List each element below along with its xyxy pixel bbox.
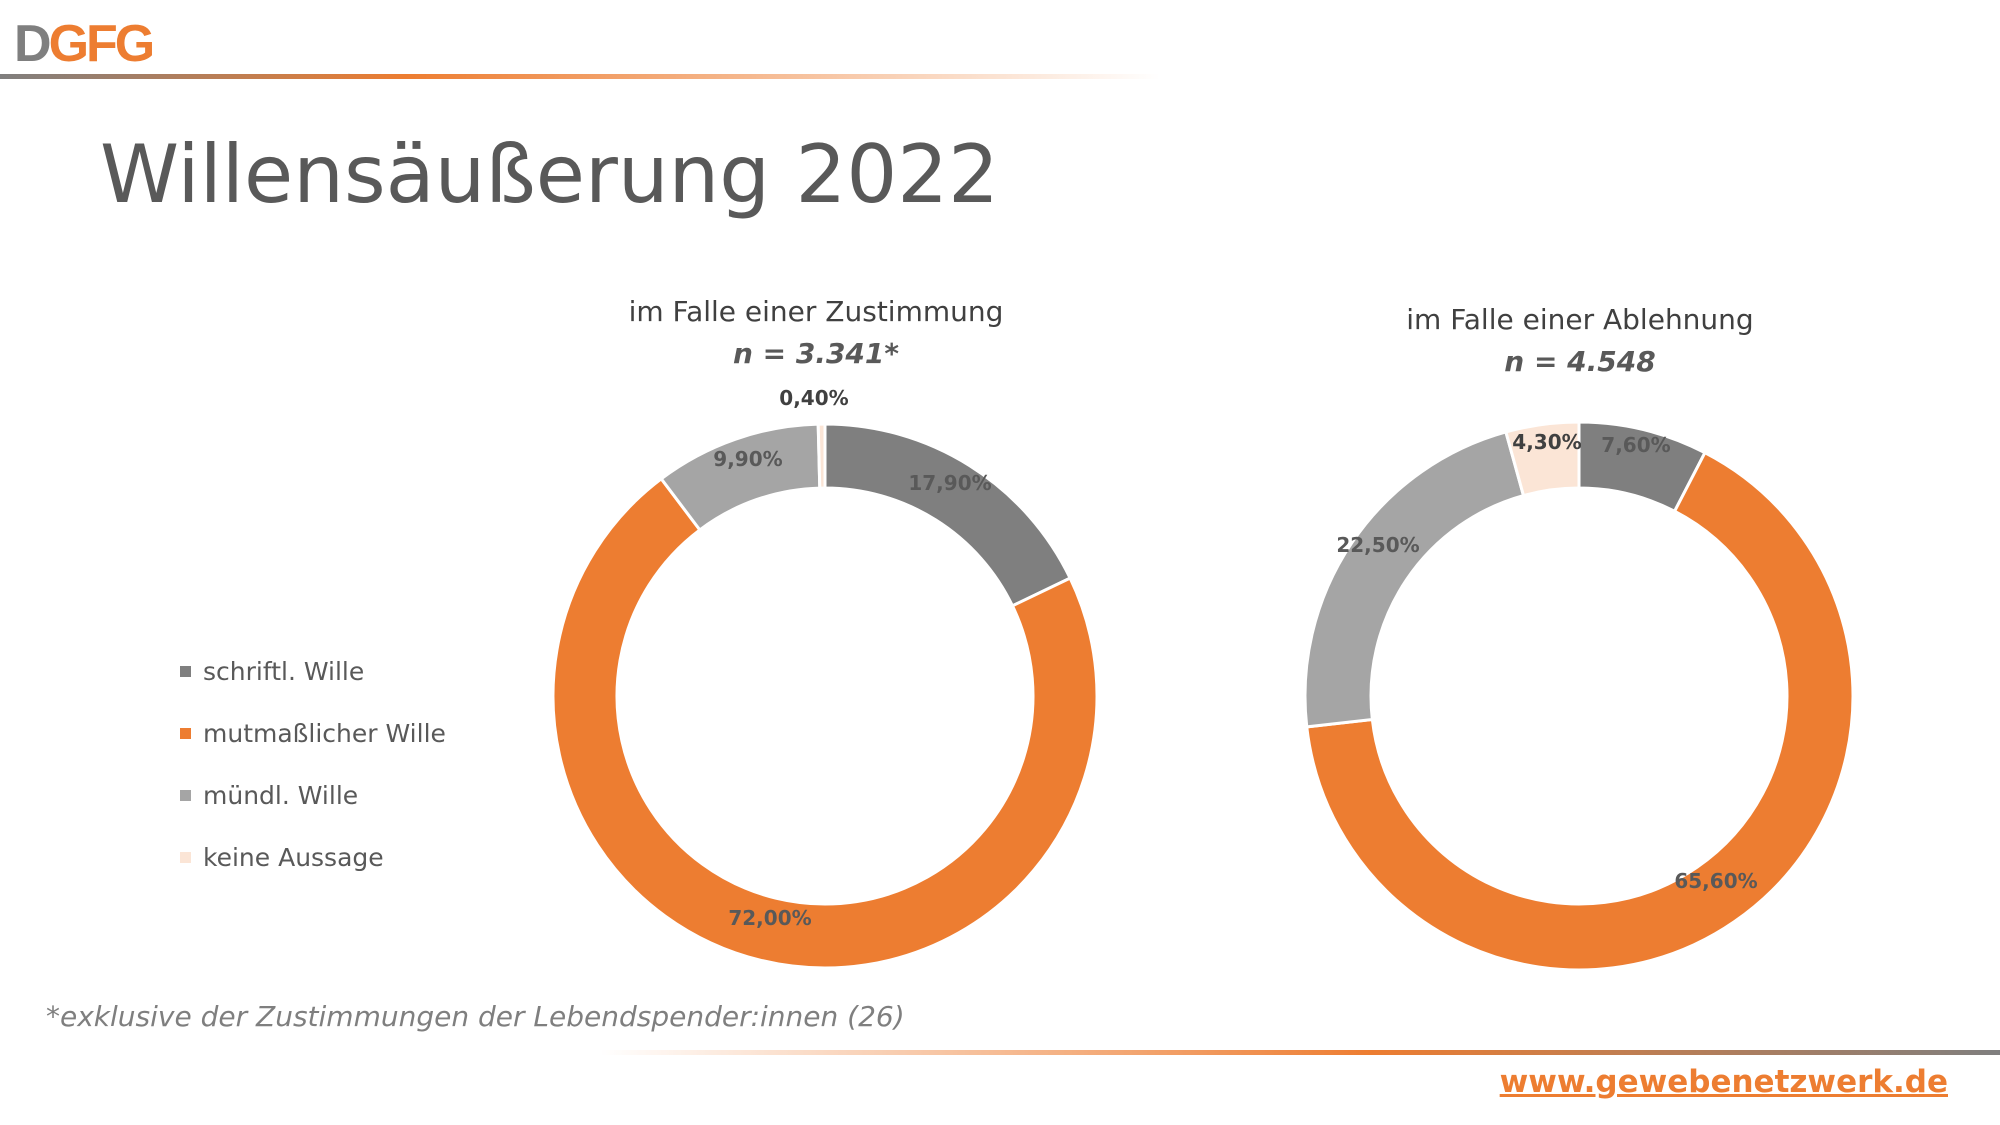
legend-label-muendl: mündl. Wille — [203, 780, 359, 810]
donut-ablehnung-label-keine: 4,30% — [1512, 430, 1581, 454]
legend-item-muendl: mündl. Wille — [180, 764, 446, 826]
legend: schriftl. Wille mutmaßlicher Wille mündl… — [180, 640, 446, 888]
legend-label-mutmasslich: mutmaßlicher Wille — [203, 718, 446, 748]
legend-label-schriftl: schriftl. Wille — [203, 656, 365, 686]
footer-divider — [600, 1050, 2000, 1055]
logo-letters-gfg: GFG — [48, 15, 156, 73]
chart-zustimmung-title: im Falle einer Zustimmung — [628, 295, 1004, 328]
legend-swatch-muendl — [180, 789, 191, 801]
donut-ablehnung-label-mutmasslich: 65,60% — [1674, 869, 1757, 893]
dgfg-logo: DGFG — [14, 12, 156, 76]
legend-item-keine: keine Aussage — [180, 826, 446, 888]
legend-item-mutmasslich: mutmaßlicher Wille — [180, 702, 446, 764]
chart-ablehnung-title: im Falle einer Ablehnung — [1406, 303, 1754, 336]
donut-zustimmung-label-keine: 0,40% — [779, 386, 848, 410]
legend-swatch-keine — [180, 851, 191, 863]
header-divider — [0, 74, 1160, 79]
donut-zustimmung-label-schriftl: 17,90% — [908, 471, 991, 495]
legend-swatch-mutmasslich — [180, 727, 191, 739]
donut-ablehnung-slice-mutmasslich — [1305, 450, 1855, 972]
donut-zustimmung-label-muendl: 9,90% — [713, 447, 782, 471]
donut-zustimmung-label-mutmasslich: 72,00% — [728, 906, 811, 930]
donut-zustimmung-slice-keine — [816, 422, 827, 490]
donut-ablehnung-slice-keine — [1504, 420, 1581, 498]
footnote: *exklusive der Zustimmungen der Lebendsp… — [46, 1000, 905, 1033]
chart-zustimmung-n: n = 3.341* — [732, 337, 900, 370]
legend-swatch-schriftl — [180, 665, 191, 677]
donut-ablehnung-label-schriftl: 7,60% — [1601, 433, 1670, 457]
logo-letter-d: D — [14, 15, 52, 73]
donut-ablehnung-label-muendl: 22,50% — [1336, 533, 1419, 557]
website-link[interactable]: www.gewebenetzwerk.de — [1499, 1064, 1948, 1100]
legend-label-keine: keine Aussage — [203, 842, 384, 872]
donut-zustimmung-slice-schriftl — [823, 422, 1073, 608]
donut-zustimmung-slice-mutmasslich — [551, 476, 1099, 970]
legend-item-schriftl: schriftl. Wille — [180, 640, 446, 702]
page-title: Willensäußerung 2022 — [100, 128, 1000, 221]
chart-ablehnung-n: n = 4.548 — [1504, 345, 1656, 378]
donut-ablehnung-slice-muendl — [1303, 430, 1526, 729]
